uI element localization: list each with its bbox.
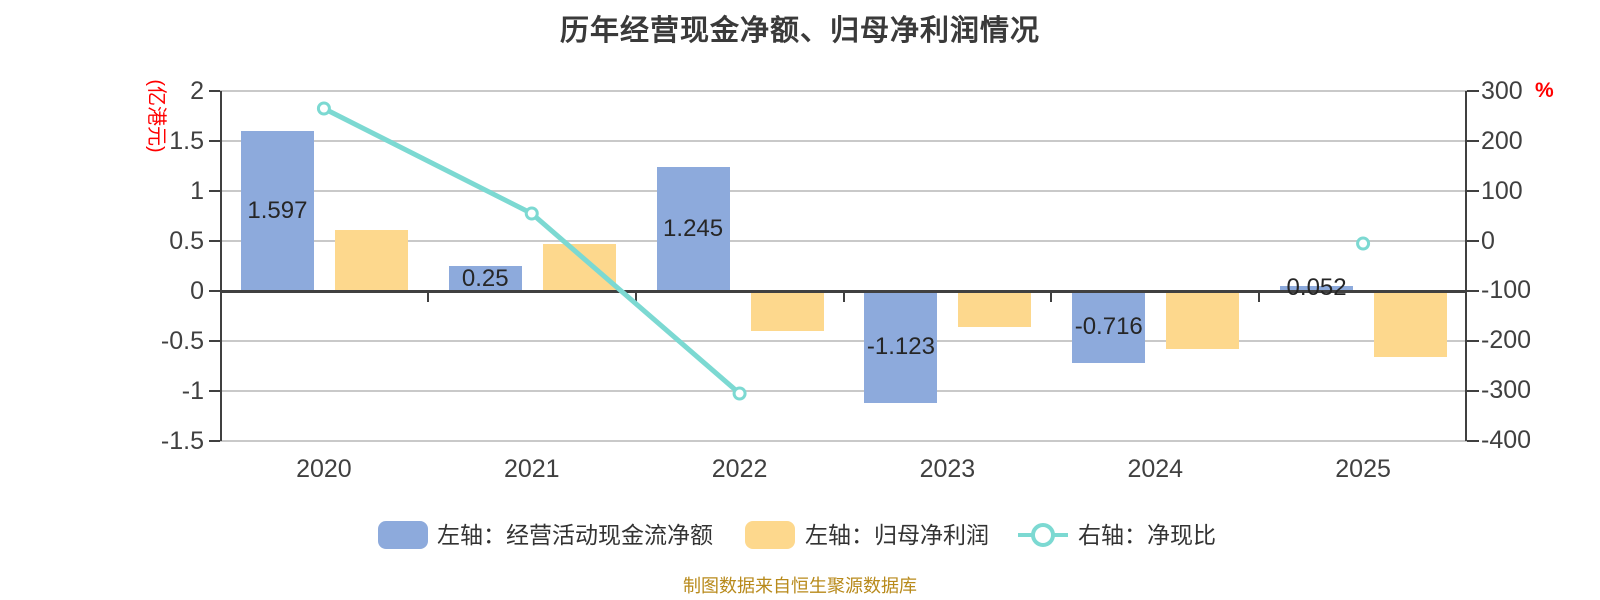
right-axis-line	[1465, 91, 1467, 441]
right-axis-tick-label: 300	[1481, 77, 1523, 105]
gridline	[220, 440, 1467, 442]
legend-label-net-profit: 左轴：归母净利润	[805, 522, 989, 548]
right-axis-tick	[1467, 190, 1479, 192]
gridline	[220, 390, 1467, 392]
left-axis-tick-label: -0.5	[160, 327, 204, 355]
right-axis-tick	[1467, 90, 1479, 92]
gridline	[220, 340, 1467, 342]
x-tick-label: 2024	[1127, 455, 1184, 483]
right-axis-tick	[1467, 290, 1479, 292]
ratio-line-marker	[732, 386, 747, 401]
left-axis-tick-label: -1.5	[160, 427, 204, 455]
right-axis-tick	[1467, 240, 1479, 242]
bar-value-label: 1.597	[247, 197, 308, 225]
right-axis-tick	[1467, 340, 1479, 342]
left-axis-tick-label: 2	[190, 77, 204, 105]
bar-net-profit-2022	[750, 291, 824, 331]
bar-value-label: -0.716	[1074, 312, 1143, 340]
bar-value-label: -1.123	[866, 333, 935, 361]
ratio-line-marker	[524, 206, 539, 221]
left-axis-tick-label: 1.5	[169, 127, 204, 155]
bar-net-profit-2024	[1166, 291, 1240, 349]
left-axis-tick	[209, 140, 220, 142]
left-axis-tick	[209, 190, 220, 192]
gridline	[220, 90, 1467, 92]
left-axis-tick	[209, 90, 220, 92]
x-tick-label: 2020	[296, 455, 352, 483]
bar-net-profit-2020	[334, 230, 408, 291]
left-axis-tick-label: 1	[190, 177, 204, 205]
right-axis-tick	[1467, 440, 1479, 442]
bar-cash-flow-2020	[240, 131, 314, 291]
ratio-line-marker	[316, 101, 331, 116]
right-axis-tick-label: -400	[1481, 426, 1532, 455]
left-axis-tick	[209, 340, 220, 342]
ratio-line-marker	[1356, 236, 1371, 251]
right-axis-tick-label: -100	[1481, 276, 1532, 305]
legend-swatch-ratio-line	[1018, 521, 1068, 549]
left-axis-tick	[209, 290, 220, 292]
right-axis-unit-label: %	[1535, 79, 1554, 102]
right-axis-tick-label: -200	[1481, 326, 1532, 355]
bar-value-label: 0.052	[1286, 274, 1347, 302]
bar-cash-flow-2021	[448, 266, 522, 291]
legend-label-cash-flow: 左轴：经营活动现金流净额	[437, 522, 713, 548]
left-axis-line	[220, 91, 222, 441]
x-tick-label: 2022	[711, 455, 768, 483]
legend: 左轴：经营活动现金流净额 左轴：归母净利润 右轴：净现比	[0, 519, 1600, 551]
gridline	[220, 190, 1467, 192]
gridline	[220, 240, 1467, 242]
legend-swatch-net-profit	[745, 521, 795, 549]
right-axis-tick-label: 200	[1481, 126, 1523, 155]
x-tick-label: 2025	[1335, 455, 1391, 483]
bar-net-profit-2025	[1374, 291, 1448, 357]
left-axis-tick	[209, 440, 220, 442]
x-axis-minor-tick	[842, 293, 845, 302]
left-axis-tick	[209, 240, 220, 242]
bar-cash-flow-2022	[656, 166, 730, 291]
legend-line-marker-icon	[1031, 523, 1055, 547]
x-tick-label: 2023	[919, 455, 976, 483]
bar-value-label: 1.245	[663, 214, 724, 242]
chart-title: 历年经营现金净额、归母净利润情况	[559, 15, 1040, 47]
ratio-line	[321, 106, 743, 396]
gridline	[220, 140, 1467, 142]
x-axis-minor-tick	[426, 293, 429, 302]
left-axis-tick-label: 0.5	[169, 227, 204, 255]
bar-cash-flow-2025	[1280, 285, 1354, 291]
right-axis-tick-label: 100	[1481, 176, 1523, 205]
legend-swatch-cash-flow	[378, 521, 428, 549]
bar-net-profit-2023	[958, 291, 1032, 327]
right-axis-tick	[1467, 140, 1479, 142]
left-axis-tick-label: -1	[181, 377, 204, 405]
data-source-note: 制图数据来自恒生聚源数据库	[683, 576, 917, 596]
right-axis-tick-label: -300	[1481, 376, 1532, 405]
left-axis-tick-label: 0	[190, 277, 204, 305]
bar-cash-flow-2024	[1072, 291, 1146, 363]
right-axis-tick-label: 0	[1481, 226, 1495, 255]
right-axis-tick	[1467, 390, 1479, 392]
plot-area: 2 300 1.5 200 1 100 0.5 0 0 -100 -0.5 -200 -1 -300 -1.…	[161, 77, 1531, 483]
left-axis-tick	[209, 390, 220, 392]
ratio-line-layer	[316, 101, 1371, 401]
legend-label-ratio: 右轴：净现比	[1078, 522, 1216, 548]
x-axis-minor-tick	[634, 293, 637, 302]
x-tick-label: 2021	[503, 455, 560, 483]
x-axis-minor-tick	[1258, 293, 1261, 302]
x-axis-minor-tick	[1050, 293, 1053, 302]
x-axis-zero-line	[220, 290, 1467, 293]
bar-cash-flow-2023	[864, 291, 938, 404]
bar-value-label: 0.25	[461, 264, 509, 292]
